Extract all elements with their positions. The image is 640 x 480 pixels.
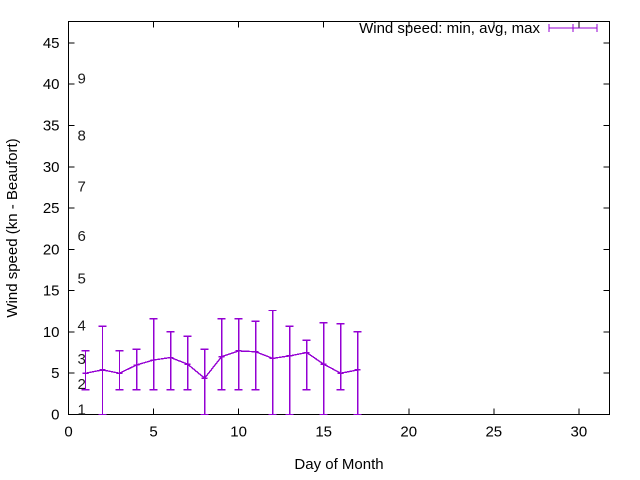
x-tick-label: 10 [230, 424, 247, 441]
beaufort-label: 9 [78, 70, 86, 87]
x-axis: 0 5 10 15 20 25 30 [64, 21, 588, 441]
x-axis-title: Day of Month [294, 456, 383, 473]
y-tick-label: 40 [43, 76, 60, 93]
y-axis-title: Wind speed (kn - Beaufort) [4, 138, 21, 317]
y-tick-label: 10 [43, 324, 60, 341]
beaufort-label: 6 [78, 228, 86, 245]
y-tick-label: 35 [43, 118, 60, 135]
beaufort-label: 2 [78, 376, 86, 393]
legend-errorbar-symbol [548, 24, 598, 32]
y-tick-label: 45 [43, 35, 60, 52]
y-tick-label: 20 [43, 241, 60, 258]
beaufort-label: 3 [78, 351, 86, 368]
plot-frame [68, 21, 610, 415]
data-points [82, 347, 361, 382]
x-tick-label: 25 [485, 424, 502, 441]
y-tick-label: 25 [43, 200, 60, 217]
beaufort-label: 4 [78, 317, 86, 334]
legend: Wind speed: min, avg, max [359, 20, 598, 37]
beaufort-label: 5 [78, 270, 86, 287]
legend-label: Wind speed: min, avg, max [359, 20, 540, 37]
x-tick-label: 30 [571, 424, 588, 441]
beaufort-label: 1 [78, 402, 86, 419]
y-tick-label: 5 [51, 365, 59, 382]
x-tick-label: 5 [149, 424, 157, 441]
y-tick-label: 15 [43, 283, 60, 300]
y-tick-label: 0 [51, 407, 59, 424]
beaufort-label: 7 [78, 179, 86, 196]
x-tick-label: 15 [315, 424, 332, 441]
beaufort-scale-labels: 1 2 3 4 5 6 7 8 9 [78, 70, 86, 418]
x-tick-label: 0 [64, 424, 72, 441]
x-tick-label: 20 [400, 424, 417, 441]
y-tick-label: 30 [43, 159, 60, 176]
beaufort-label: 8 [78, 127, 86, 144]
